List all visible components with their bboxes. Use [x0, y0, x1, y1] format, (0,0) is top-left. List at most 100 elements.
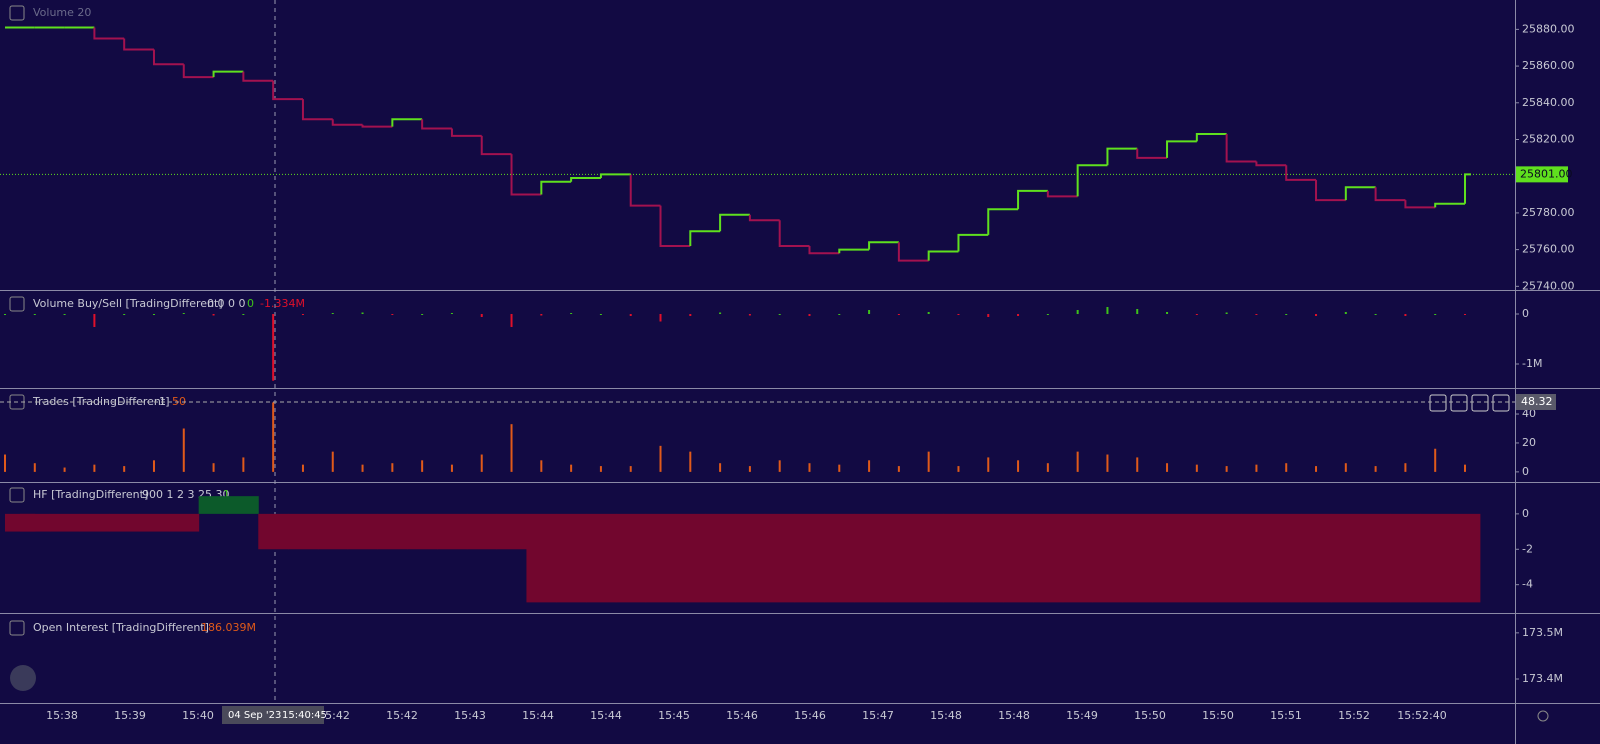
volume-bar [182, 313, 185, 314]
volume-bar [421, 314, 424, 315]
price-step [1434, 202, 1465, 208]
price-step [1255, 161, 1287, 167]
settings-button[interactable] [1537, 710, 1549, 722]
y-tick-label: 25880.00 [1522, 22, 1575, 35]
volume-bar [689, 314, 692, 316]
legend-value: 0 [247, 297, 254, 310]
price-step [510, 154, 542, 196]
volume-bar [599, 314, 602, 315]
y-tick-label: 25740.00 [1522, 279, 1575, 292]
trades-bar [510, 424, 513, 472]
hf-block [943, 513, 974, 603]
collapse-button[interactable] [9, 296, 25, 312]
hf-block [407, 513, 438, 550]
volume-bar [93, 314, 96, 327]
hf-block [1301, 513, 1332, 603]
trades-bar [1106, 454, 1109, 472]
volume-bar [1017, 314, 1020, 316]
price-step [152, 49, 184, 66]
collapse-button[interactable] [9, 5, 25, 21]
price-step [361, 124, 393, 128]
maximize-button[interactable] [1492, 394, 1510, 412]
trades-bar [480, 454, 483, 472]
price-step [272, 80, 303, 101]
last-price-label: 25801.00 [1520, 167, 1573, 180]
hf-block [586, 513, 617, 603]
trades-bar [391, 463, 394, 472]
volume-bar [868, 310, 871, 314]
legend-value: 1 [223, 488, 230, 501]
hf-block [1092, 513, 1123, 603]
logo[interactable] [10, 665, 36, 691]
close-button[interactable] [1471, 394, 1489, 412]
y-tick-label: 0 [1522, 465, 1529, 478]
trades-bar [748, 466, 751, 472]
price-step [1017, 189, 1048, 210]
hf-block [317, 513, 349, 550]
hf-block [1211, 513, 1243, 603]
trades-bar [897, 466, 900, 472]
price-step [1166, 140, 1197, 158]
x-tick-label: 15:46 [794, 709, 826, 722]
price-step [480, 135, 512, 156]
collapse-button[interactable] [9, 620, 25, 636]
volume-bar [1225, 312, 1228, 314]
y-tick-label: 0 [1522, 507, 1529, 520]
hf-block [139, 513, 170, 532]
hf-block [854, 513, 885, 603]
y-tick-label: 25780.00 [1522, 206, 1575, 219]
trades-bar [421, 460, 424, 472]
price-step [570, 177, 601, 182]
volume-bar [1136, 309, 1139, 314]
price-step [1136, 148, 1168, 159]
hf-block [794, 513, 825, 603]
price-step [629, 174, 661, 207]
y-tick-label: -2 [1522, 542, 1533, 555]
price-step [1374, 187, 1406, 202]
volume-bar [123, 314, 126, 315]
trades-bar [1285, 463, 1288, 472]
crosshair-time: 15:40:45 [282, 710, 327, 721]
price-step [1404, 200, 1436, 209]
trades-bar [838, 464, 841, 472]
x-tick-label: 15:44 [522, 709, 554, 722]
hf-block [377, 513, 408, 550]
y-tick-label: 0 [1522, 307, 1529, 320]
move-down-button[interactable] [1450, 394, 1468, 412]
volume-bar [1374, 314, 1377, 315]
legend: HF [TradingDifferent] [33, 488, 148, 501]
trades-bar [927, 451, 930, 472]
trades-bar [1166, 463, 1169, 472]
price-step [182, 64, 214, 79]
volume-bar [659, 314, 662, 322]
trades-bar [331, 451, 334, 472]
collapse-button[interactable] [9, 487, 25, 503]
trades-bar [1017, 460, 1020, 472]
y-tick-label: 173.4M [1522, 672, 1563, 685]
price-step [659, 205, 691, 247]
hf-block [49, 513, 80, 532]
y-tick-label: 173.5M [1522, 626, 1563, 639]
pane-buttons [1429, 394, 1510, 412]
volume-bar [1404, 314, 1407, 316]
move-up-button[interactable] [1429, 394, 1447, 412]
price-step [1344, 186, 1376, 201]
volume-bar [1195, 314, 1198, 315]
x-tick-label: 15:48 [998, 709, 1030, 722]
trades-bar [719, 463, 722, 472]
price-step [1046, 190, 1078, 198]
y-tick-label: 20 [1522, 436, 1536, 449]
hf-block [1450, 513, 1481, 603]
trades-bar [93, 464, 96, 472]
volume-bar [152, 314, 155, 315]
x-tick-label: 15:38 [46, 709, 78, 722]
trades-bar [63, 467, 66, 472]
trades-bar [33, 463, 36, 472]
volume-bar [1166, 312, 1169, 314]
trades-bar [361, 464, 364, 472]
y-tick-label: 25820.00 [1522, 132, 1575, 145]
hf-block [1390, 513, 1421, 603]
legend: Volume 20 [33, 6, 91, 19]
crosshair-time-box [222, 706, 324, 724]
